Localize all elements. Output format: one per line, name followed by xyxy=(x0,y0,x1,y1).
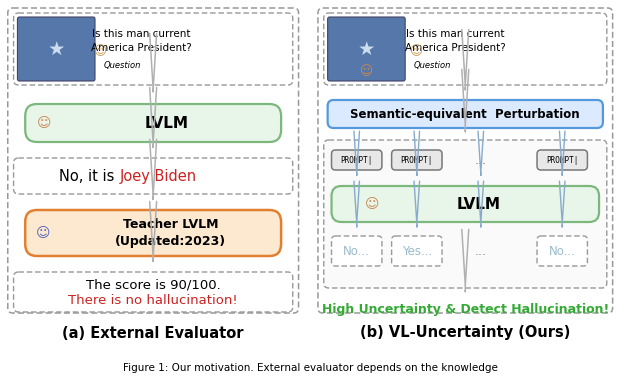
Text: High Uncertainty & Detect Hallucination!: High Uncertainty & Detect Hallucination! xyxy=(322,304,609,317)
Text: Question: Question xyxy=(413,60,451,70)
Text: Is this man current
America President?: Is this man current America President? xyxy=(91,29,192,53)
FancyBboxPatch shape xyxy=(328,17,405,81)
FancyBboxPatch shape xyxy=(318,8,612,313)
FancyBboxPatch shape xyxy=(8,8,298,313)
Text: Joey Biden: Joey Biden xyxy=(119,168,196,183)
Text: LVLM: LVLM xyxy=(145,115,189,131)
FancyBboxPatch shape xyxy=(324,13,607,85)
Text: (a) External Evaluator: (a) External Evaluator xyxy=(63,325,244,340)
FancyBboxPatch shape xyxy=(537,236,588,266)
FancyBboxPatch shape xyxy=(392,150,442,170)
Text: ☺: ☺ xyxy=(94,45,108,58)
FancyBboxPatch shape xyxy=(537,150,588,170)
Text: Figure 1: Our motivation. External evaluator depends on the knowledge: Figure 1: Our motivation. External evalu… xyxy=(123,363,498,373)
Text: PROMPT|: PROMPT| xyxy=(546,155,579,165)
FancyBboxPatch shape xyxy=(328,100,603,128)
Text: PROMPT|: PROMPT| xyxy=(340,155,373,165)
Text: Semantic-equivalent  Perturbation: Semantic-equivalent Perturbation xyxy=(351,107,580,120)
Text: (b) VL-Uncertainty (Ours): (b) VL-Uncertainty (Ours) xyxy=(360,325,570,340)
Text: LVLM: LVLM xyxy=(457,196,501,212)
FancyBboxPatch shape xyxy=(332,150,382,170)
Text: ...: ... xyxy=(475,154,487,167)
Text: Is this man current
America President?: Is this man current America President? xyxy=(405,29,506,53)
FancyBboxPatch shape xyxy=(13,272,292,312)
Text: PROMPT|: PROMPT| xyxy=(401,155,433,165)
Text: Teacher LVLM
(Updated:2023): Teacher LVLM (Updated:2023) xyxy=(115,218,226,248)
Text: ...: ... xyxy=(475,244,487,257)
FancyBboxPatch shape xyxy=(392,236,442,266)
Text: No, it is: No, it is xyxy=(60,168,119,183)
Text: The score is 90/100.: The score is 90/100. xyxy=(86,278,221,291)
Text: ☺: ☺ xyxy=(410,45,423,58)
Text: No...: No... xyxy=(548,244,575,257)
FancyBboxPatch shape xyxy=(332,236,382,266)
Text: ★: ★ xyxy=(358,39,375,58)
Text: Yes...: Yes... xyxy=(402,244,432,257)
FancyBboxPatch shape xyxy=(13,158,292,194)
Text: Question: Question xyxy=(104,60,141,70)
FancyBboxPatch shape xyxy=(25,210,281,256)
Text: ☺: ☺ xyxy=(360,65,373,78)
FancyBboxPatch shape xyxy=(332,186,599,222)
Text: ☺: ☺ xyxy=(365,197,380,211)
FancyBboxPatch shape xyxy=(324,140,607,288)
FancyBboxPatch shape xyxy=(25,104,281,142)
Text: ☺: ☺ xyxy=(37,116,52,130)
FancyBboxPatch shape xyxy=(13,13,292,85)
FancyBboxPatch shape xyxy=(17,17,95,81)
Text: ☺: ☺ xyxy=(35,226,50,240)
Text: There is no hallucination!: There is no hallucination! xyxy=(68,295,238,308)
Text: ★: ★ xyxy=(47,39,65,58)
Text: No...: No... xyxy=(343,244,370,257)
